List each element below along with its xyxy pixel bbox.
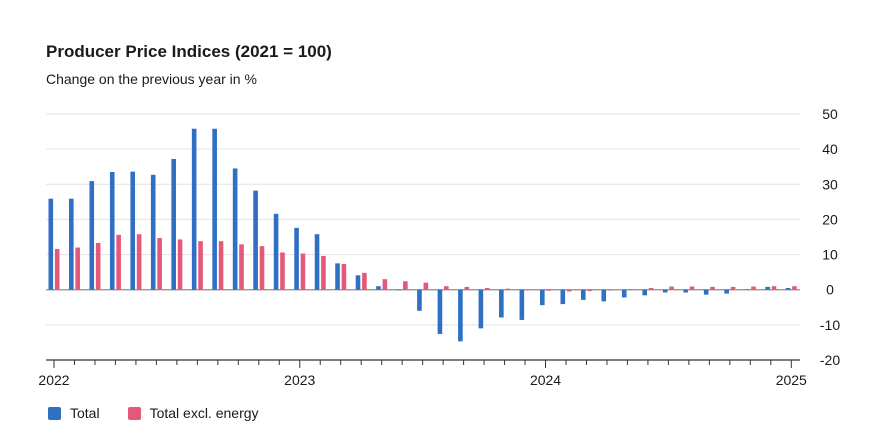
bar-total-2023-07[interactable] bbox=[417, 289, 422, 311]
bar-excl-energy-2023-03[interactable] bbox=[341, 264, 347, 290]
y-tick-label: -10 bbox=[820, 317, 840, 333]
y-tick-label: 20 bbox=[822, 211, 838, 227]
bar-excl-energy-2024-08[interactable] bbox=[689, 286, 695, 290]
y-tick-label: 30 bbox=[822, 176, 838, 192]
bar-excl-energy-2024-06[interactable] bbox=[648, 287, 654, 290]
bar-total-2022-07[interactable] bbox=[171, 158, 176, 290]
bar-total-2023-04[interactable] bbox=[355, 275, 361, 290]
bar-total-2024-12[interactable] bbox=[765, 286, 770, 290]
y-tick-label: 10 bbox=[822, 247, 838, 263]
bar-excl-energy-2022-12[interactable] bbox=[280, 252, 285, 290]
bar-total-2024-11[interactable] bbox=[744, 289, 750, 290]
bar-excl-energy-2024-04[interactable] bbox=[607, 289, 613, 291]
bar-total-2024-06[interactable] bbox=[642, 289, 648, 296]
legend-item-total-excl-energy[interactable]: Total excl. energy bbox=[127, 405, 259, 421]
bar-total-2023-02[interactable] bbox=[314, 234, 320, 290]
bar-total-2022-03[interactable] bbox=[89, 181, 95, 290]
grid-layer bbox=[46, 113, 800, 361]
bar-total-2023-12[interactable] bbox=[519, 289, 525, 320]
bar-excl-energy-2022-03[interactable] bbox=[95, 242, 101, 290]
bar-total-2023-09[interactable] bbox=[458, 289, 463, 342]
bar-total-2023-05[interactable] bbox=[376, 286, 381, 290]
bar-total-2023-11[interactable] bbox=[499, 289, 504, 318]
bar-total-2024-01[interactable] bbox=[540, 289, 545, 306]
bar-total-2022-01[interactable] bbox=[48, 198, 54, 290]
bar-excl-energy-2024-07[interactable] bbox=[669, 286, 674, 290]
bar-total-2023-01[interactable] bbox=[294, 227, 299, 290]
bar-total-2022-09[interactable] bbox=[212, 128, 217, 290]
bar-excl-energy-2022-11[interactable] bbox=[259, 246, 265, 290]
bar-excl-energy-2022-06[interactable] bbox=[157, 238, 162, 290]
bar-excl-energy-2023-05[interactable] bbox=[382, 279, 388, 290]
legend-item-total[interactable]: Total bbox=[48, 405, 100, 421]
legend-swatch-total-excl-energy bbox=[127, 406, 141, 420]
x-tick-label-2023: 2023 bbox=[284, 372, 315, 388]
bar-excl-energy-2022-01[interactable] bbox=[54, 248, 60, 290]
chart-subtitle: Change on the previous year in % bbox=[46, 71, 257, 87]
bar-total-2023-03[interactable] bbox=[335, 263, 340, 290]
bar-total-2024-10[interactable] bbox=[724, 289, 729, 294]
bar-total-2023-10[interactable] bbox=[478, 289, 484, 329]
axis-layer: 50 40 30 20 10 0 -10 -20 2022 2023 2024 2025 bbox=[38, 106, 840, 388]
bar-excl-energy-2024-10[interactable] bbox=[730, 286, 736, 290]
x-tick-label-2024: 2024 bbox=[530, 372, 561, 388]
bar-total-2025-01[interactable] bbox=[785, 287, 791, 290]
bar-total-2024-07[interactable] bbox=[662, 289, 668, 293]
y-tick-label: 40 bbox=[822, 141, 838, 157]
bar-excl-energy-2022-10[interactable] bbox=[239, 244, 244, 290]
y-tick-label: 0 bbox=[826, 282, 834, 298]
bar-total-2022-02[interactable] bbox=[68, 198, 74, 290]
bar-total-2024-04[interactable] bbox=[601, 289, 607, 302]
bar-excl-energy-2022-09[interactable] bbox=[218, 241, 224, 290]
bar-total-2024-05[interactable] bbox=[621, 289, 627, 298]
bar-excl-energy-2023-08[interactable] bbox=[444, 286, 449, 290]
bar-excl-energy-2024-03[interactable] bbox=[587, 289, 592, 292]
bar-excl-energy-2024-02[interactable] bbox=[566, 289, 572, 292]
bar-excl-energy-2023-11[interactable] bbox=[505, 288, 511, 290]
bar-excl-energy-2024-05[interactable] bbox=[628, 289, 633, 290]
bar-excl-energy-2023-01[interactable] bbox=[300, 253, 306, 290]
bar-total-2024-02[interactable] bbox=[560, 289, 566, 305]
bar-total-2024-08[interactable] bbox=[683, 289, 688, 293]
legend: Total Total excl. energy bbox=[48, 405, 287, 421]
bar-total-2022-05[interactable] bbox=[130, 171, 136, 290]
y-tick-label: 50 bbox=[822, 106, 838, 122]
bar-total-2022-10[interactable] bbox=[232, 168, 238, 290]
bar-total-2022-06[interactable] bbox=[150, 174, 156, 290]
bar-total-2024-03[interactable] bbox=[580, 289, 586, 300]
bar-total-2023-06[interactable] bbox=[396, 289, 402, 291]
bar-total-2022-08[interactable] bbox=[191, 128, 197, 290]
bar-total-2024-09[interactable] bbox=[703, 289, 709, 295]
chart-title: Producer Price Indices (2021 = 100) bbox=[46, 42, 332, 61]
bar-excl-energy-2024-12[interactable] bbox=[771, 286, 777, 290]
bar-excl-energy-2025-01[interactable] bbox=[792, 286, 797, 290]
bar-excl-energy-2022-08[interactable] bbox=[198, 241, 203, 290]
chart-area: 50 40 30 20 10 0 -10 -20 2022 2023 2024 2025 bbox=[38, 106, 840, 388]
bar-excl-energy-2022-04[interactable] bbox=[116, 234, 121, 290]
bar-excl-energy-2024-01[interactable] bbox=[546, 289, 552, 291]
bar-excl-energy-2022-05[interactable] bbox=[136, 234, 142, 290]
bar-excl-energy-2023-06[interactable] bbox=[403, 281, 408, 290]
bar-excl-energy-2022-07[interactable] bbox=[177, 239, 183, 290]
bar-layer bbox=[48, 128, 797, 342]
legend-label-total: Total bbox=[70, 405, 100, 421]
bar-excl-energy-2023-12[interactable] bbox=[525, 289, 531, 291]
bar-total-2022-04[interactable] bbox=[109, 171, 115, 290]
bar-total-2022-12[interactable] bbox=[273, 213, 279, 290]
bar-excl-energy-2023-04[interactable] bbox=[362, 272, 367, 290]
legend-label-total-excl-energy: Total excl. energy bbox=[149, 405, 259, 421]
bar-excl-energy-2023-10[interactable] bbox=[484, 287, 490, 290]
x-tick-label-2022: 2022 bbox=[38, 372, 69, 388]
bar-excl-energy-2023-07[interactable] bbox=[423, 282, 429, 290]
legend-swatch-total bbox=[48, 406, 61, 420]
x-tick-label-2025: 2025 bbox=[776, 372, 807, 388]
bar-excl-energy-2023-09[interactable] bbox=[464, 286, 470, 290]
y-tick-label: -20 bbox=[820, 352, 840, 368]
bar-total-2023-08[interactable] bbox=[437, 289, 443, 334]
bar-total-2022-11[interactable] bbox=[253, 190, 258, 290]
bar-excl-energy-2023-02[interactable] bbox=[321, 255, 326, 290]
bar-excl-energy-2024-09[interactable] bbox=[710, 286, 715, 290]
bar-excl-energy-2022-02[interactable] bbox=[75, 247, 80, 290]
bar-excl-energy-2024-11[interactable] bbox=[751, 286, 756, 290]
